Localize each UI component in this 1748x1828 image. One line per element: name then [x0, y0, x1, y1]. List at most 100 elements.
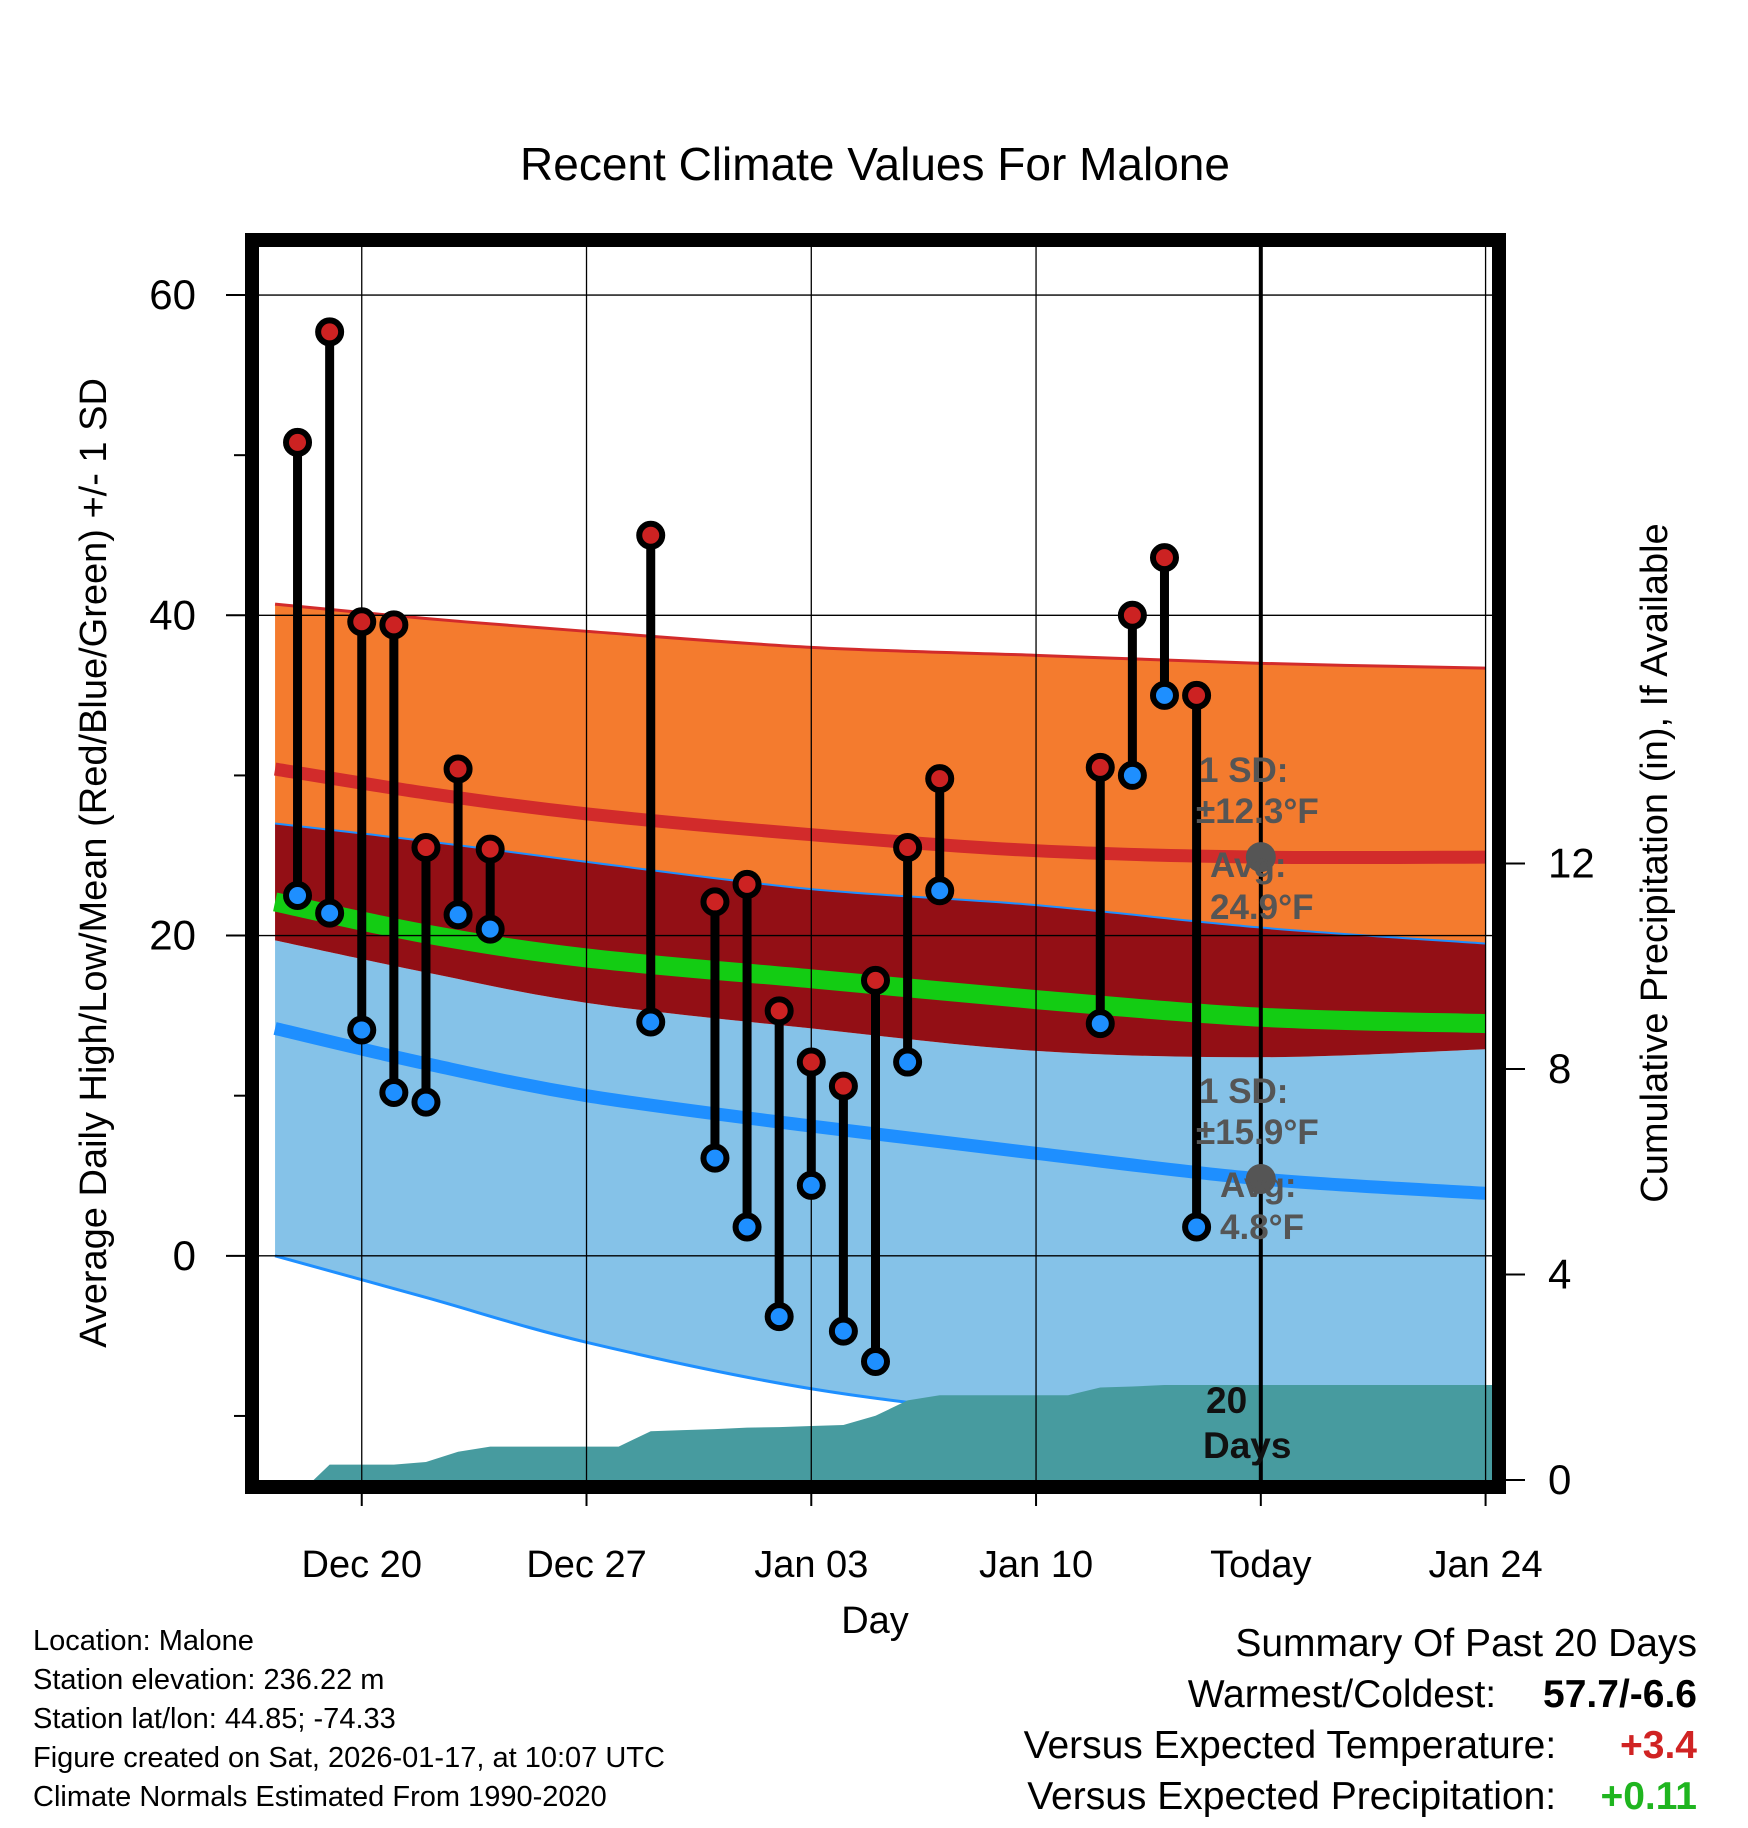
observed-high-point: [893, 832, 923, 862]
axes: Dec 20 Dec 27 Jan 03 Jan 10 Today Jan 2402040…: [149, 233, 1595, 1586]
low-avg-value: 4.8°F: [1220, 1208, 1304, 1247]
observed-low-point: [1085, 1009, 1115, 1039]
observed-low-point: [475, 914, 505, 944]
summary-panel: Summary Of Past 20 Days Warmest/Coldest:…: [1024, 1618, 1697, 1822]
observed-high-point: [700, 887, 730, 917]
y-tick-label: 60: [149, 271, 196, 318]
observation-day: [893, 832, 923, 1077]
observed-high-point: [1182, 680, 1212, 710]
observation-day: [700, 887, 730, 1173]
summary-temperature: Versus Expected Temperature: +3.4: [1024, 1720, 1697, 1771]
created-text: Figure created on Sat, 2026-01-17, at 10…: [33, 1742, 665, 1774]
observation-day: [379, 610, 409, 1107]
observation-bars: [283, 317, 1212, 1377]
temp-value: +3.4: [1620, 1724, 1697, 1767]
observed-high-point: [1149, 543, 1179, 573]
days-count: 20: [1206, 1380, 1247, 1421]
low-sd-value: ±15.9°F: [1196, 1113, 1319, 1152]
location-text: Location: Malone: [33, 1625, 254, 1657]
observed-high-point: [1117, 600, 1147, 630]
temp-label: Versus Expected Temperature:: [1023, 1724, 1557, 1767]
x-tick-label: Jan 10: [979, 1544, 1093, 1586]
observed-low-point: [379, 1077, 409, 1107]
observation-day: [861, 965, 890, 1377]
observed-low-point: [796, 1170, 826, 1200]
high-sd-label: 1 SD:: [1199, 751, 1288, 790]
observation-day: [1149, 543, 1179, 710]
x-tick-label: Jan 03: [754, 1544, 868, 1586]
observed-high-point: [828, 1071, 858, 1101]
observation-day: [1117, 600, 1147, 790]
observed-low-point: [893, 1047, 923, 1077]
observed-low-point: [700, 1143, 730, 1173]
latlon-text: Station lat/lon: 44.85; -74.33: [33, 1703, 396, 1735]
observed-low-point: [925, 876, 955, 906]
observed-low-point: [1182, 1212, 1212, 1242]
observation-day: [1182, 680, 1212, 1242]
observed-high-point: [636, 520, 666, 550]
plot-area: [273, 602, 1492, 1480]
x-tick-label: Dec 27: [526, 1544, 646, 1586]
high-sd-value: ±12.3°F: [1196, 792, 1319, 831]
observation-day: [636, 520, 666, 1037]
low-sd-band: [275, 940, 1486, 1440]
station-info: Location: Malone Station elevation: 236.…: [33, 1622, 665, 1817]
y-axis-label: Average Daily High/Low/Mean (Red/Blue/Gr…: [73, 378, 115, 1348]
observation-day: [475, 834, 505, 944]
observed-low-point: [1117, 760, 1147, 790]
observed-high-point: [411, 832, 441, 862]
observed-high-point: [764, 996, 794, 1026]
x-axis-label: Day: [841, 1600, 909, 1642]
observed-high-point: [475, 834, 505, 864]
y2-tick-label: 0: [1548, 1456, 1571, 1503]
observation-day: [443, 754, 473, 930]
y2-axis-label: Cumulative Precipitation (in), If Availa…: [1634, 523, 1676, 1202]
observed-low-point: [347, 1015, 377, 1045]
observed-low-point: [764, 1302, 794, 1332]
annotations: 1 SD: ±12.3°F Avg: 24.9°F 1 SD: ±15.9°F …: [1196, 751, 1319, 1247]
y-tick-label: 0: [173, 1232, 196, 1279]
observed-low-point: [1149, 680, 1179, 710]
y2-tick-label: 4: [1548, 1251, 1571, 1298]
today-high-avg-marker: [1245, 842, 1276, 873]
observation-day: [925, 764, 955, 906]
observed-high-point: [443, 754, 473, 784]
y2-tick-label: 12: [1548, 840, 1595, 887]
observation-day: [283, 427, 313, 911]
normals-text: Climate Normals Estimated From 1990-2020: [33, 1781, 607, 1813]
summary-title: Summary Of Past 20 Days: [1235, 1622, 1697, 1665]
observation-day: [828, 1071, 858, 1346]
observation-day: [796, 1047, 826, 1200]
chart-title: Recent Climate Values For Malone: [520, 138, 1230, 190]
y-tick-label: 20: [149, 912, 196, 959]
warm-cold-label: Warmest/Coldest:: [1187, 1673, 1497, 1716]
observation-day: [411, 832, 441, 1117]
observed-high-point: [732, 869, 762, 899]
observed-low-point: [828, 1316, 858, 1346]
observation-day: [1085, 752, 1115, 1039]
summary-warm-cold: Warmest/Coldest: 57.7/-6.6: [1024, 1669, 1697, 1720]
precipitation-area: [313, 1384, 1492, 1480]
observation-day: [315, 317, 345, 928]
overlap-band: [275, 823, 1486, 1058]
y2-tick-label: 8: [1548, 1045, 1571, 1092]
warm-cold-value: 57.7/-6.6: [1543, 1673, 1697, 1716]
observation-day: [732, 869, 762, 1242]
observed-high-point: [379, 610, 409, 640]
observed-low-point: [315, 898, 345, 928]
observed-low-point: [636, 1007, 666, 1037]
observed-high-point: [861, 965, 890, 995]
low-avg-label: Avg:: [1220, 1166, 1296, 1205]
observed-low-point: [283, 881, 313, 911]
x-tick-label: Dec 20: [302, 1544, 422, 1586]
observed-low-point: [443, 900, 473, 930]
observed-high-point: [347, 607, 377, 637]
observed-high-point: [796, 1047, 826, 1077]
precip-label: Versus Expected Precipitation:: [1027, 1775, 1557, 1818]
high-avg-value: 24.9°F: [1210, 888, 1314, 927]
today-low-avg-marker: [1245, 1163, 1276, 1194]
precip-value: +0.11: [1600, 1775, 1697, 1818]
low-sd-label: 1 SD:: [1199, 1072, 1288, 1111]
high-avg-label: Avg:: [1210, 846, 1286, 885]
